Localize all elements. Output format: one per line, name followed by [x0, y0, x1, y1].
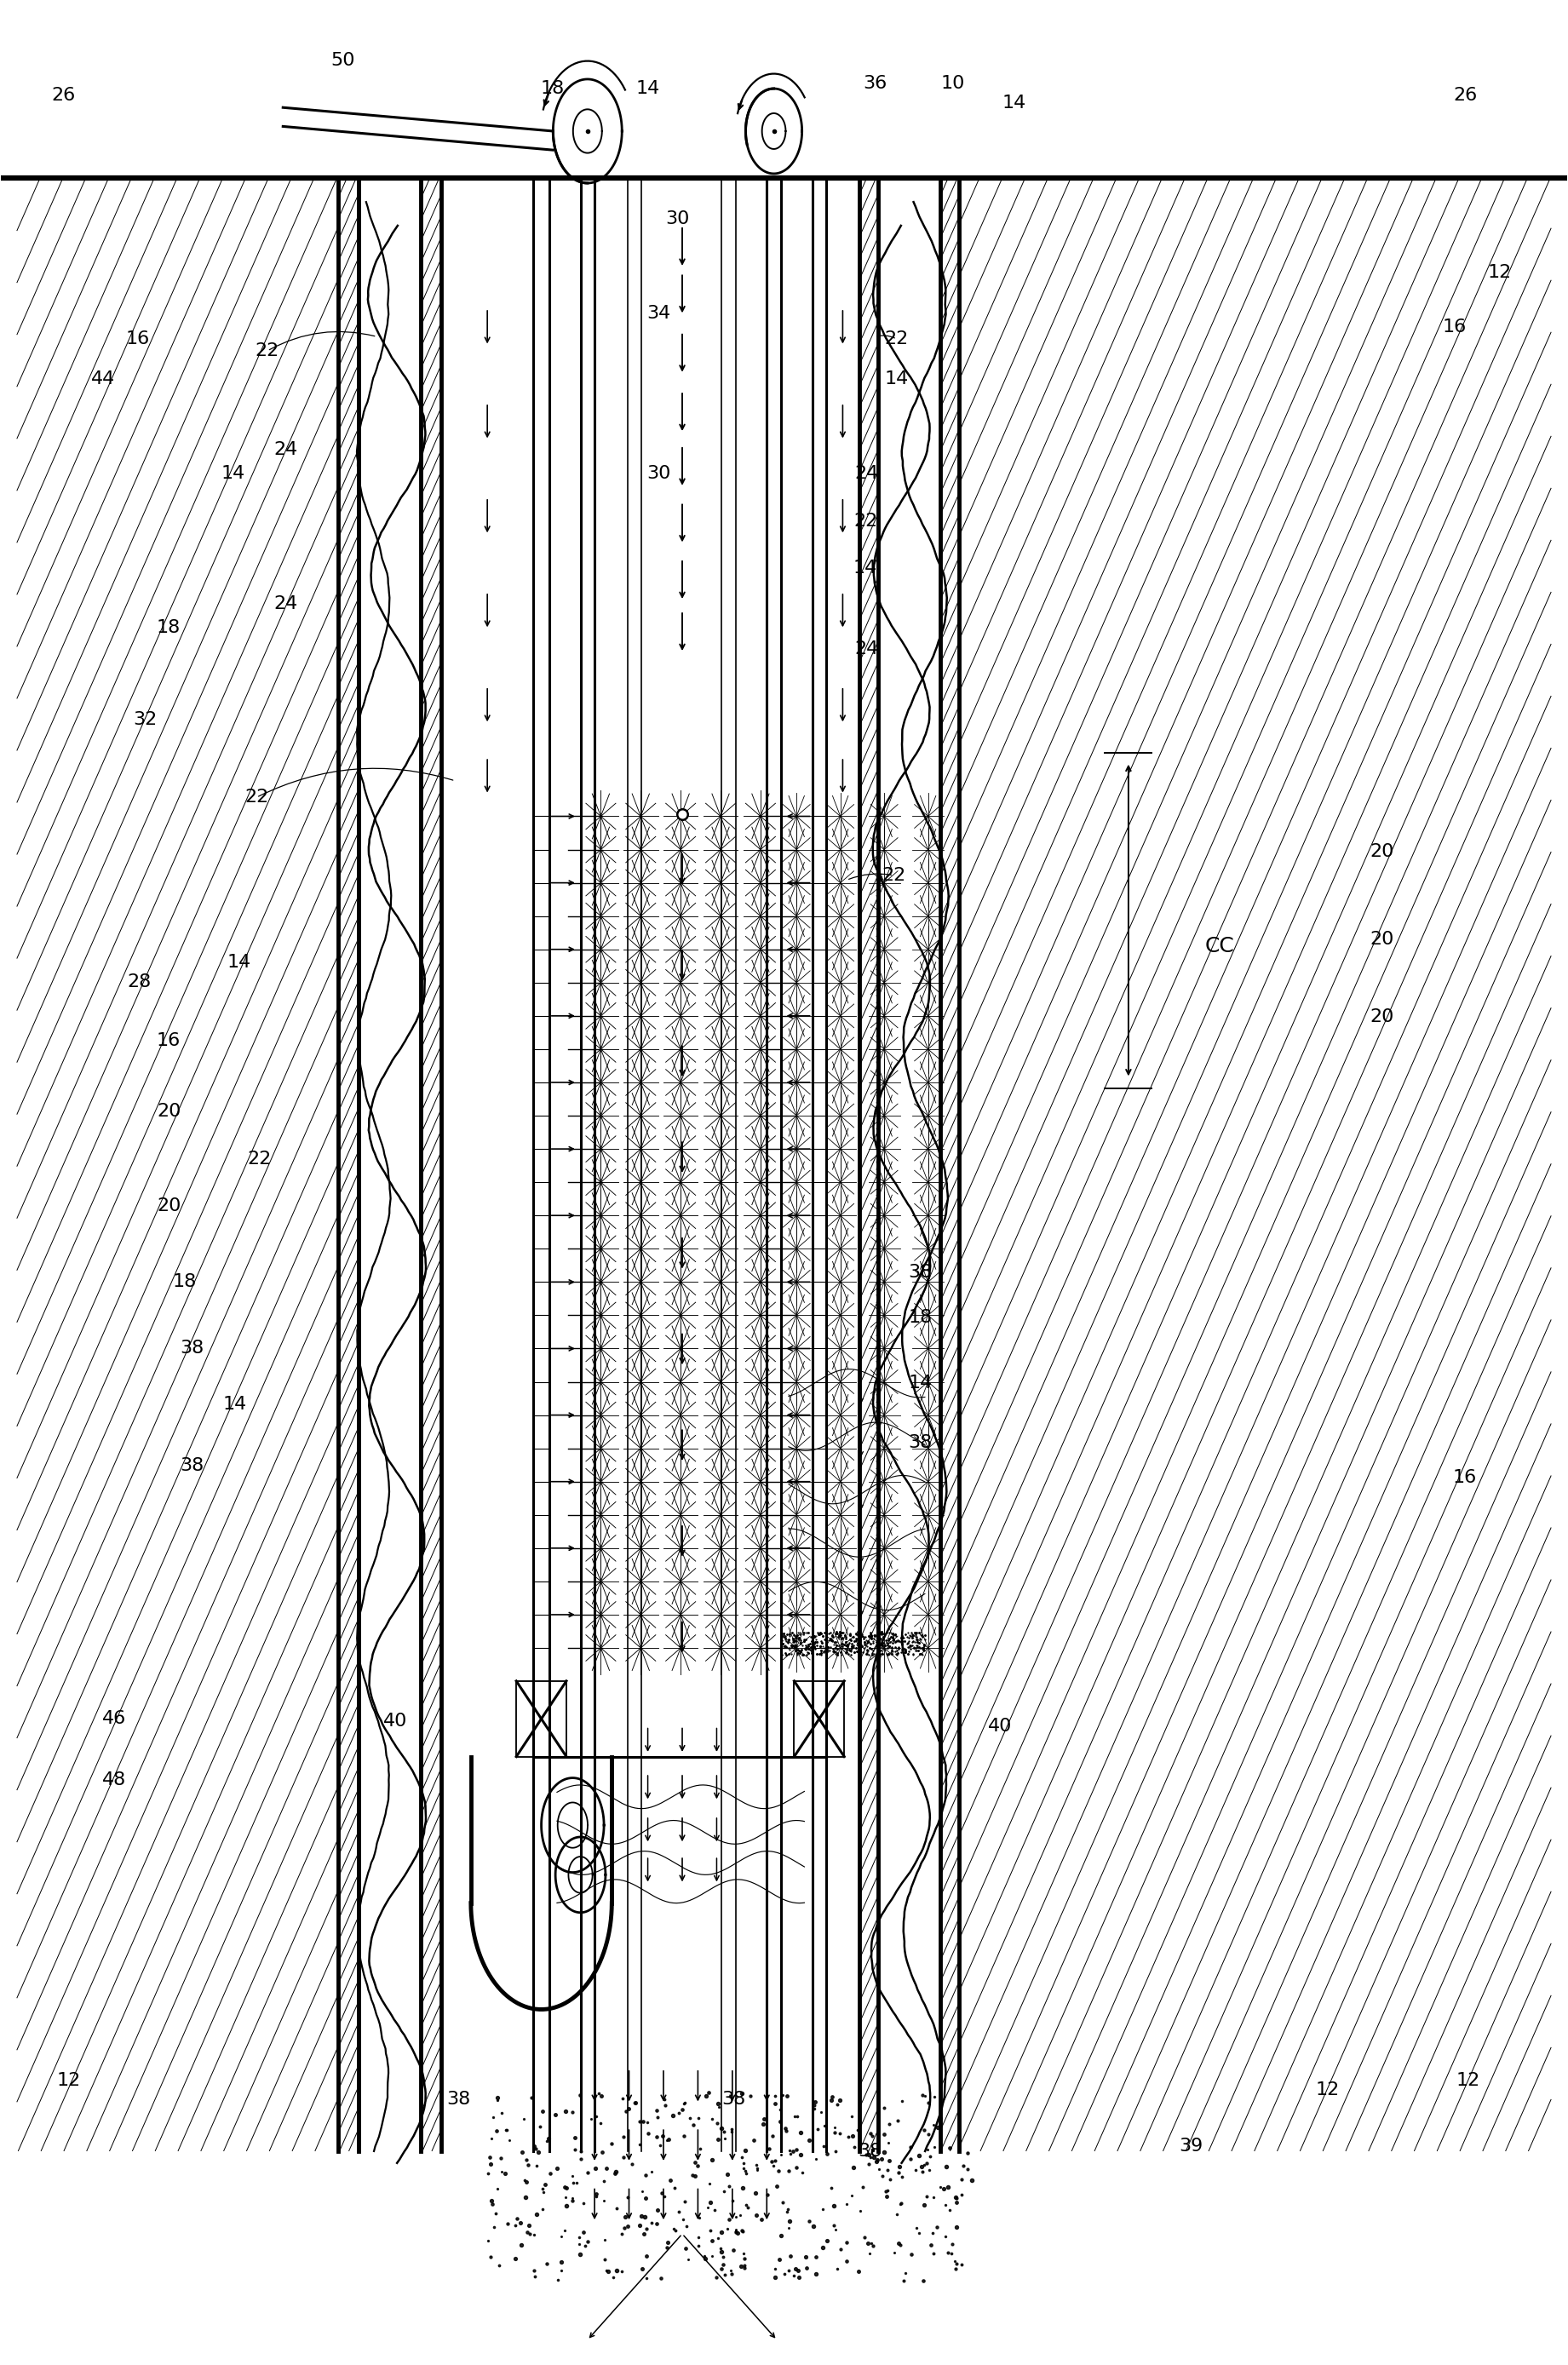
- Text: 14: 14: [223, 1395, 246, 1414]
- Text: 16: 16: [1443, 319, 1466, 336]
- Text: 14: 14: [635, 80, 660, 97]
- Text: 22: 22: [245, 790, 268, 806]
- Text: 14: 14: [884, 371, 909, 388]
- Text: 44: 44: [91, 371, 114, 388]
- Text: 12: 12: [1488, 265, 1512, 281]
- Text: 28: 28: [127, 972, 151, 991]
- Text: 22: 22: [248, 1149, 271, 1168]
- Text: 32: 32: [133, 712, 157, 728]
- Text: 20: 20: [1370, 932, 1394, 948]
- Text: 20: 20: [1370, 1007, 1394, 1026]
- Text: 38: 38: [908, 1433, 933, 1450]
- Text: 22: 22: [853, 513, 878, 530]
- Text: 14: 14: [221, 466, 245, 482]
- Text: 10: 10: [941, 76, 966, 92]
- Text: 16: 16: [157, 1031, 180, 1050]
- Text: 30: 30: [646, 466, 671, 482]
- Text: 38: 38: [721, 2091, 746, 2107]
- Text: 26: 26: [52, 88, 75, 104]
- Text: 38: 38: [858, 2143, 883, 2159]
- Text: 36: 36: [862, 76, 887, 92]
- Text: 38: 38: [447, 2091, 470, 2107]
- Text: 38: 38: [180, 1339, 204, 1358]
- Text: 38: 38: [908, 1263, 933, 1282]
- Text: 18: 18: [541, 80, 564, 97]
- Text: 24: 24: [855, 641, 880, 657]
- Text: 26: 26: [1454, 88, 1477, 104]
- Text: 14: 14: [853, 561, 878, 577]
- Text: 22: 22: [881, 868, 906, 885]
- Text: 50: 50: [331, 52, 354, 69]
- Text: 30: 30: [665, 210, 690, 227]
- Text: 38: 38: [180, 1457, 204, 1473]
- Text: 40: 40: [988, 1717, 1011, 1734]
- Text: 14: 14: [1002, 95, 1025, 111]
- Text: 24: 24: [274, 596, 298, 613]
- Text: 34: 34: [646, 305, 671, 322]
- Text: CC: CC: [1204, 937, 1234, 955]
- Text: 40: 40: [384, 1712, 408, 1729]
- Text: 20: 20: [157, 1102, 180, 1121]
- Text: 16: 16: [1454, 1469, 1477, 1485]
- Text: 16: 16: [125, 331, 149, 348]
- Text: 46: 46: [102, 1710, 125, 1726]
- Text: 14: 14: [908, 1374, 933, 1393]
- Text: 12: 12: [56, 2072, 80, 2088]
- Text: 22: 22: [256, 343, 279, 359]
- Text: 14: 14: [227, 953, 251, 972]
- Text: 20: 20: [157, 1197, 180, 1216]
- Text: 24: 24: [274, 442, 298, 459]
- Text: 22: 22: [884, 331, 909, 348]
- Text: 18: 18: [157, 620, 180, 636]
- Text: 20: 20: [1370, 844, 1394, 861]
- Text: 39: 39: [1179, 2138, 1203, 2155]
- Text: 24: 24: [855, 466, 880, 482]
- Text: 18: 18: [908, 1308, 933, 1327]
- Text: 18: 18: [172, 1272, 196, 1291]
- Text: 12: 12: [1457, 2072, 1480, 2088]
- Text: 12: 12: [1316, 2081, 1339, 2098]
- Text: 48: 48: [102, 1771, 125, 1788]
